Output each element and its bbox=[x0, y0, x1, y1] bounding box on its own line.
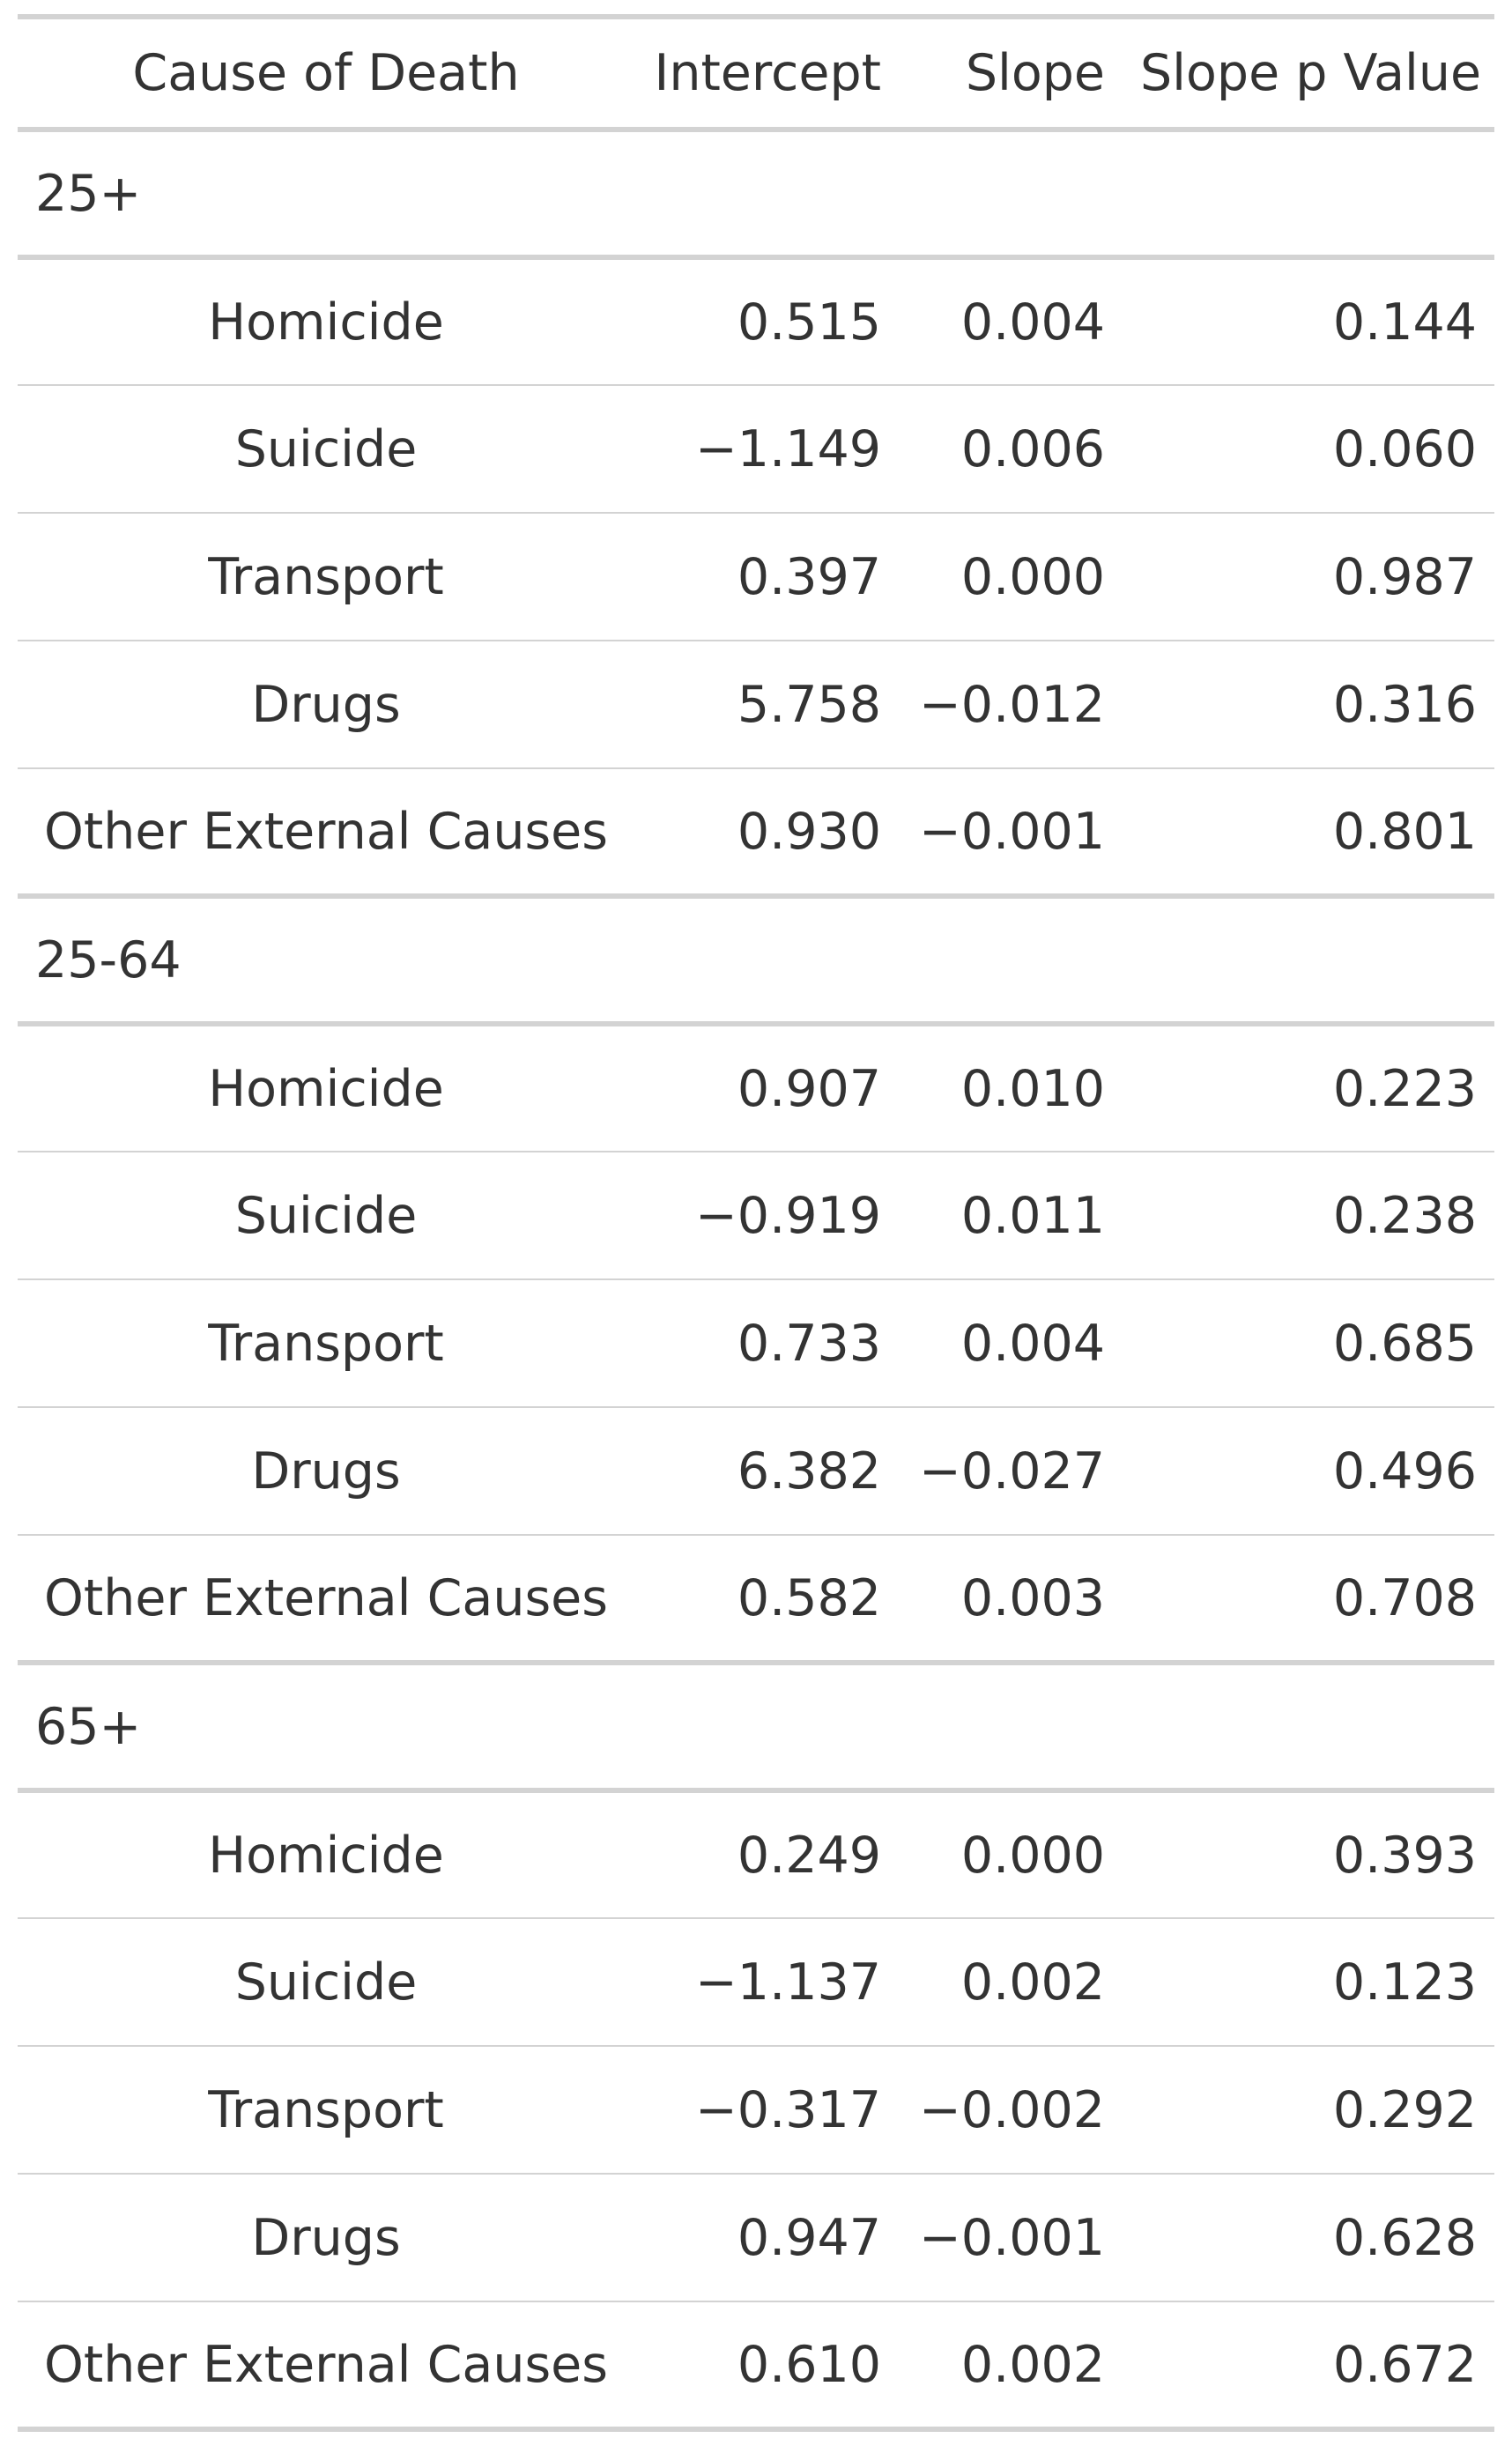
cell-p-value: 0.685 bbox=[1123, 1278, 1494, 1407]
cell-slope: 0.004 bbox=[960, 293, 1105, 352]
column-header-slope: Slope bbox=[899, 14, 1123, 132]
cell-p-value: 0.672 bbox=[1123, 2301, 1494, 2432]
table-row: Drugs 6.382 −0.027 0.496 bbox=[18, 1406, 1494, 1535]
cell-intercept: 6.382 bbox=[634, 1406, 899, 1535]
cell-slope: 0.000 bbox=[960, 1826, 1105, 1885]
cell-cause: Other External Causes bbox=[18, 1534, 634, 1663]
table-row: Transport −0.317 −0.002 0.292 bbox=[18, 2045, 1494, 2174]
cell-intercept: 0.249 bbox=[737, 1826, 881, 1885]
cell-cause: Homicide bbox=[208, 1826, 444, 1885]
cell-cause: Drugs bbox=[18, 1406, 634, 1535]
column-header-p-value: Slope p Value bbox=[1123, 14, 1494, 132]
cell-intercept: −1.137 bbox=[634, 1917, 899, 2046]
cell-cause: Suicide bbox=[18, 1151, 634, 1279]
cell-p-value: 0.628 bbox=[1123, 2173, 1494, 2301]
cell-p-value: 0.144 bbox=[1332, 293, 1477, 352]
table-row: Other External Causes 0.610 0.002 0.672 bbox=[18, 2301, 1494, 2432]
cell-cause: Transport bbox=[18, 1278, 634, 1407]
table-body: 25+ Homicide 0.515 0.004 0.144 Suicide −1.149 0… bbox=[18, 130, 1494, 2432]
table-row: Homicide 0.907 0.010 0.223 bbox=[18, 1024, 1494, 1152]
column-header-intercept: Intercept bbox=[634, 14, 899, 132]
cell-p-value: 0.223 bbox=[1332, 1059, 1477, 1118]
group-label: 25+ bbox=[18, 130, 1494, 260]
regression-results-table: Cause of Death Intercept Slope Slope p V… bbox=[18, 14, 1494, 2432]
cell-p-value: 0.238 bbox=[1123, 1151, 1494, 1279]
table-row: Other External Causes 0.582 0.003 0.708 bbox=[18, 1534, 1494, 1663]
cell-p-value: 0.987 bbox=[1123, 512, 1494, 641]
cell-slope: −0.027 bbox=[899, 1406, 1123, 1535]
cell-intercept: 0.397 bbox=[634, 512, 899, 641]
cell-p-value: 0.496 bbox=[1123, 1406, 1494, 1535]
cell-intercept: 0.907 bbox=[737, 1059, 881, 1118]
cell-cause: Transport bbox=[18, 2045, 634, 2174]
table-row: Other External Causes 0.930 −0.001 0.801 bbox=[18, 767, 1494, 896]
cell-slope: 0.006 bbox=[899, 384, 1123, 513]
table-row: Drugs 0.947 −0.001 0.628 bbox=[18, 2173, 1494, 2301]
group-label: 25-64 bbox=[18, 893, 1494, 1026]
group-row: 65+ bbox=[18, 1660, 1494, 1793]
cell-p-value: 0.060 bbox=[1123, 384, 1494, 513]
cell-slope: 0.003 bbox=[899, 1534, 1123, 1663]
cell-cause: Homicide bbox=[208, 1059, 444, 1118]
cell-p-value: 0.801 bbox=[1123, 767, 1494, 896]
cell-slope: −0.001 bbox=[899, 767, 1123, 896]
cell-intercept: 0.582 bbox=[634, 1534, 899, 1663]
cell-p-value: 0.393 bbox=[1332, 1826, 1477, 1885]
table-row: Transport 0.733 0.004 0.685 bbox=[18, 1278, 1494, 1407]
table-row: Homicide 0.249 0.000 0.393 bbox=[18, 1790, 1494, 1918]
cell-slope: −0.001 bbox=[899, 2173, 1123, 2301]
cell-slope: −0.002 bbox=[899, 2045, 1123, 2174]
cell-intercept: 0.515 bbox=[737, 293, 881, 352]
table-row: Suicide −1.137 0.002 0.123 bbox=[18, 1917, 1494, 2046]
cell-p-value: 0.292 bbox=[1123, 2045, 1494, 2174]
cell-cause: Suicide bbox=[18, 384, 634, 513]
cell-cause: Drugs bbox=[18, 640, 634, 768]
cell-slope: 0.011 bbox=[899, 1151, 1123, 1279]
table-row: Drugs 5.758 −0.012 0.316 bbox=[18, 640, 1494, 768]
table-header: Cause of Death Intercept Slope Slope p V… bbox=[18, 14, 1494, 132]
cell-intercept: 0.947 bbox=[634, 2173, 899, 2301]
table-row: Transport 0.397 0.000 0.987 bbox=[18, 512, 1494, 641]
column-header-cause: Cause of Death bbox=[18, 14, 634, 132]
cell-intercept: 0.610 bbox=[634, 2301, 899, 2432]
cell-cause: Drugs bbox=[18, 2173, 634, 2301]
results-table-container: Cause of Death Intercept Slope Slope p V… bbox=[18, 14, 1494, 2432]
group-label: 65+ bbox=[18, 1660, 1494, 1793]
cell-intercept: −0.919 bbox=[634, 1151, 899, 1279]
cell-cause: Suicide bbox=[18, 1917, 634, 2046]
cell-slope: −0.012 bbox=[899, 640, 1123, 768]
cell-slope: 0.002 bbox=[899, 1917, 1123, 2046]
cell-cause: Transport bbox=[18, 512, 634, 641]
cell-cause: Other External Causes bbox=[18, 2301, 634, 2432]
cell-intercept: 5.758 bbox=[634, 640, 899, 768]
cell-intercept: 0.733 bbox=[634, 1278, 899, 1407]
cell-intercept: −0.317 bbox=[634, 2045, 899, 2174]
group-row: 25-64 bbox=[18, 893, 1494, 1026]
table-row: Homicide 0.515 0.004 0.144 bbox=[18, 257, 1494, 385]
cell-slope: 0.000 bbox=[899, 512, 1123, 641]
cell-p-value: 0.708 bbox=[1123, 1534, 1494, 1663]
header-row: Cause of Death Intercept Slope Slope p V… bbox=[18, 14, 1494, 132]
cell-slope: 0.002 bbox=[899, 2301, 1123, 2432]
cell-intercept: −1.149 bbox=[634, 384, 899, 513]
table-row: Suicide −0.919 0.011 0.238 bbox=[18, 1151, 1494, 1279]
cell-slope: 0.004 bbox=[899, 1278, 1123, 1407]
cell-cause: Other External Causes bbox=[18, 767, 634, 896]
cell-cause: Homicide bbox=[208, 293, 444, 352]
cell-p-value: 0.123 bbox=[1123, 1917, 1494, 2046]
cell-slope: 0.010 bbox=[960, 1059, 1105, 1118]
table-row: Suicide −1.149 0.006 0.060 bbox=[18, 384, 1494, 513]
cell-p-value: 0.316 bbox=[1123, 640, 1494, 768]
group-row: 25+ bbox=[18, 130, 1494, 260]
cell-intercept: 0.930 bbox=[634, 767, 899, 896]
